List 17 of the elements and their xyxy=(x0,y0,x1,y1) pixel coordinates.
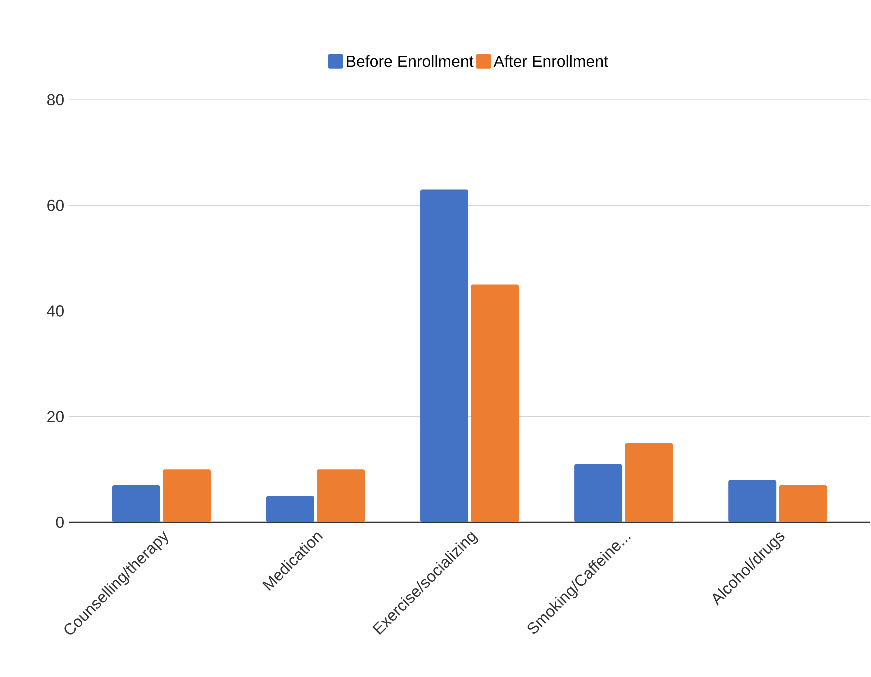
bar xyxy=(266,496,314,522)
y-tick-label: 0 xyxy=(56,516,64,528)
bar xyxy=(420,190,468,522)
bar xyxy=(163,470,212,522)
bar xyxy=(779,485,828,522)
bar xyxy=(728,480,777,522)
y-tick-label: 60 xyxy=(48,200,64,212)
y-tick-label: 80 xyxy=(48,94,64,106)
bar xyxy=(574,464,623,522)
legend-label: After Enrollment xyxy=(494,55,608,68)
bar xyxy=(317,470,366,522)
bar xyxy=(471,284,520,522)
bar xyxy=(625,443,674,522)
bar xyxy=(112,485,160,522)
legend-label: Before Enrollment xyxy=(347,55,474,68)
y-tick-label: 40 xyxy=(47,306,64,317)
y-tick-label: 20 xyxy=(48,411,64,422)
